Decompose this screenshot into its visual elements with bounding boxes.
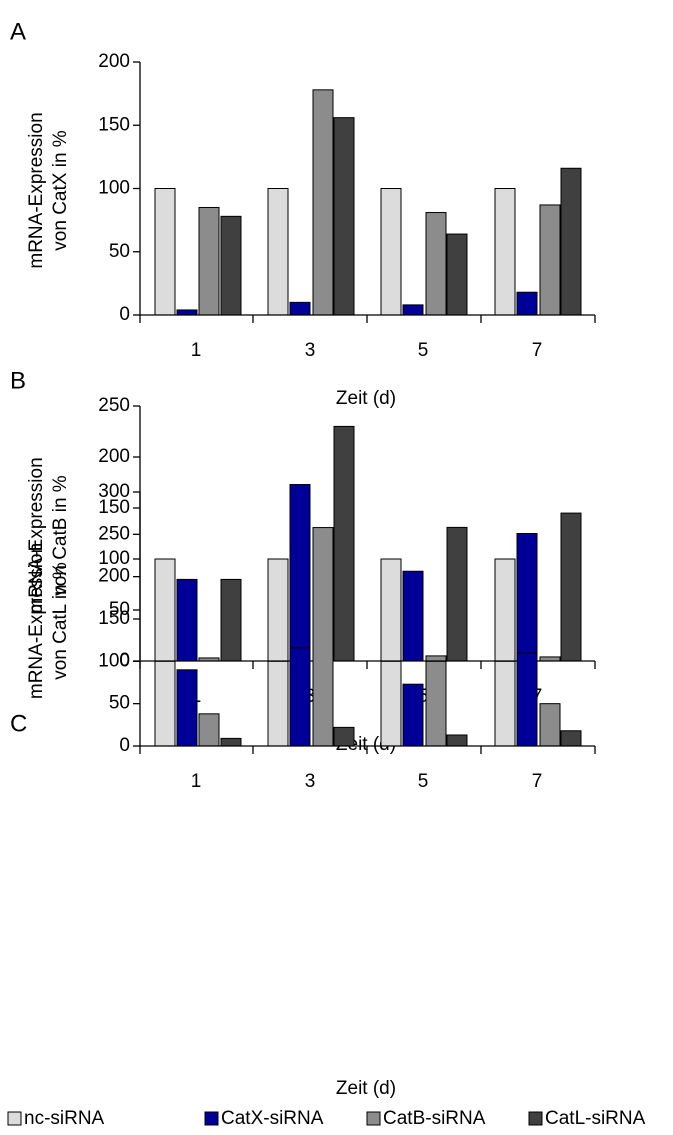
legend-label-nc-sirna: nc-siRNA (24, 1108, 105, 1129)
bar-catx-sirna-day-1 (176, 578, 198, 662)
y-axis-title: mRNA-Expression von CatL in % (26, 543, 71, 699)
bar-catb-sirna-day-3 (312, 527, 334, 747)
bar-catb-sirna-day-7 (539, 204, 561, 316)
y-axis-title-line: mRNA-Expression (26, 543, 47, 699)
bar-nc-sirna-day-3 (267, 188, 289, 316)
x-axis-title: Zeit (d) (336, 388, 396, 409)
x-tick-label: 3 (305, 340, 316, 361)
bar-catl-sirna-day-3 (333, 117, 355, 316)
bar-nc-sirna-day-1 (154, 660, 176, 747)
panel-a: A 0 50 100 150 200 1 3 5 7 Zeit (d) mRNA-Expression… (10, 18, 596, 409)
bar-catx-sirna-day-5 (402, 683, 424, 747)
y-tick-label: 0 (119, 304, 130, 325)
bar-catb-sirna-day-5 (425, 660, 447, 747)
y-axis-title: mRNA-Expression von CatX in % (26, 112, 71, 268)
bar-nc-sirna-day-5 (380, 660, 402, 747)
bar-catb-sirna-day-1 (198, 713, 220, 747)
y-axis-title-line: von CatL in % (50, 562, 71, 680)
x-tick-label: 7 (532, 771, 543, 792)
bar-catb-sirna-day-1 (198, 206, 220, 316)
bar-catl-sirna-day-1 (220, 737, 242, 747)
y-tick-label: 50 (109, 241, 130, 262)
bar-nc-sirna-day-5 (380, 188, 402, 316)
bar-catx-sirna-day-3 (289, 647, 311, 747)
bar-catl-sirna-day-1 (220, 578, 242, 662)
bar-catl-sirna-day-7 (560, 167, 582, 316)
y-tick-label: 50 (109, 693, 130, 714)
bar-nc-sirna-day-1 (154, 188, 176, 316)
legend-label-catx-sirna: CatX-siRNA (221, 1108, 324, 1129)
y-tick-label: 150 (98, 114, 130, 135)
x-tick-label: 5 (418, 340, 429, 361)
bar-nc-sirna-day-5 (380, 558, 402, 662)
bar-catb-sirna-day-7 (539, 703, 561, 747)
panel-b: B0501001502002501357Zeit (d)mRNA-Express… (10, 367, 596, 755)
bar-nc-sirna-day-3 (267, 558, 289, 662)
y-tick-label: 0 (119, 650, 130, 671)
y-tick-label: 200 (98, 51, 130, 72)
bar-nc-sirna-day-7 (494, 558, 516, 662)
y-tick-label: 100 (98, 178, 130, 199)
y-tick-label: 200 (98, 446, 130, 467)
y-tick-label: 250 (98, 523, 130, 544)
bar-catx-sirna-day-5 (402, 304, 424, 316)
bar-catb-sirna-day-5 (425, 655, 447, 662)
legend-swatch-nc-sirna (7, 1111, 22, 1126)
bar-catx-sirna-day-7 (516, 291, 538, 316)
legend: nc-siRNA CatX-siRNA CatB-siRNA CatL-siRNA (7, 1108, 646, 1129)
bar-catx-sirna-day-7 (516, 533, 538, 662)
x-tick-label: 7 (532, 340, 543, 361)
y-tick-label: 200 (98, 566, 130, 587)
bar-catx-sirna-day-5 (402, 570, 424, 662)
y-axis-title-line: mRNA-Expression (26, 457, 47, 613)
bar-catx-sirna-day-1 (176, 669, 198, 747)
legend-swatch-catx-sirna (204, 1111, 219, 1126)
y-tick-label: 50 (109, 599, 130, 620)
bar-catx-sirna-day-3 (289, 484, 311, 662)
y-axis-title-line: von CatX in % (50, 130, 71, 250)
y-axis-title-line: von CatB in % (50, 475, 71, 595)
bar-catl-sirna-day-1 (220, 215, 242, 316)
bar-nc-sirna-day-3 (267, 660, 289, 747)
bar-nc-sirna-day-7 (494, 660, 516, 747)
bar-catl-sirna-day-5 (446, 734, 468, 747)
legend-label-catl-sirna: CatL-siRNA (545, 1108, 646, 1129)
x-tick-label: 1 (191, 340, 202, 361)
y-tick-label: 150 (98, 497, 130, 518)
bar-catl-sirna-day-7 (560, 730, 582, 747)
panel-label: A (10, 18, 26, 45)
y-axis-title: mRNA-Expression von CatB in % (26, 457, 71, 613)
y-axis-title-line: mRNA-Expression (26, 112, 47, 268)
y-tick-label: 0 (119, 735, 130, 756)
y-tick-label: 150 (98, 608, 130, 629)
x-axis-title: Zeit (d) (336, 1078, 396, 1099)
x-tick-label: 1 (191, 771, 202, 792)
legend-swatch-catb-sirna (366, 1111, 381, 1126)
bar-catl-sirna-day-5 (446, 233, 468, 316)
bar-catb-sirna-day-5 (425, 212, 447, 316)
bar-catl-sirna-day-7 (560, 512, 582, 662)
bar-nc-sirna-day-7 (494, 188, 516, 316)
x-tick-label: 3 (305, 771, 316, 792)
y-tick-label: 300 (98, 481, 130, 502)
panel-c: C 0 50 100 150 200 250 300 1 3 5 7 Zeit (d) mRNA-Expr… (10, 481, 596, 1099)
legend-swatch-catl-sirna (528, 1111, 543, 1126)
bar-catl-sirna-day-3 (333, 726, 355, 747)
bar-catx-sirna-day-7 (516, 652, 538, 747)
bar-catb-sirna-day-3 (312, 89, 334, 316)
panel-label: B (10, 367, 26, 394)
x-tick-label: 5 (418, 771, 429, 792)
panel-label: C (10, 710, 27, 737)
bar-catl-sirna-day-3 (333, 425, 355, 662)
legend-label-catb-sirna: CatB-siRNA (383, 1108, 486, 1129)
y-tick-label: 100 (98, 650, 130, 671)
bar-catx-sirna-day-3 (289, 301, 311, 316)
bar-catl-sirna-day-5 (446, 526, 468, 662)
bar-catx-sirna-day-1 (176, 309, 198, 316)
y-tick-label: 250 (98, 395, 130, 416)
y-tick-label: 100 (98, 548, 130, 569)
bar-nc-sirna-day-1 (154, 558, 176, 662)
